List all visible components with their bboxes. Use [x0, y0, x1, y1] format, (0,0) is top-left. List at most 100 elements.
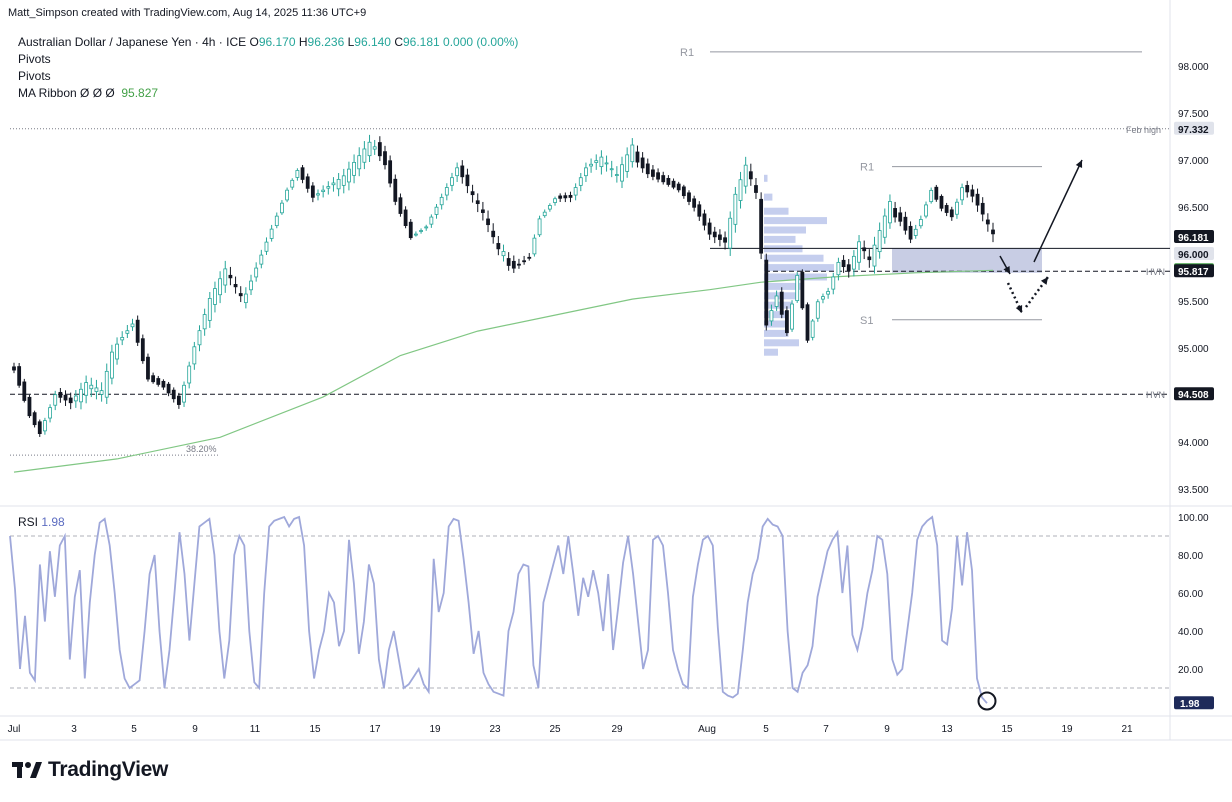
- candle-body: [697, 204, 702, 217]
- time-axis-label: 29: [611, 724, 623, 735]
- candle-body: [888, 201, 892, 224]
- price-axis-label: 96.500: [1178, 203, 1209, 214]
- rsi-legend[interactable]: RSI 1.98: [18, 515, 65, 529]
- candle-body: [707, 222, 712, 235]
- price-tag: [1174, 264, 1214, 278]
- candle-body: [408, 221, 413, 239]
- candle-body: [929, 189, 934, 203]
- candle-body: [826, 291, 831, 295]
- candle-body: [841, 259, 846, 268]
- time-axis-label: 9: [192, 724, 198, 735]
- candle-body: [882, 215, 887, 238]
- candle-body: [908, 225, 913, 240]
- candle-body: [733, 193, 738, 225]
- candle-body: [156, 378, 161, 385]
- candle-body: [17, 366, 22, 386]
- volume-profile-bar: [764, 264, 834, 272]
- ohlc-close: C96.181: [394, 35, 440, 49]
- candle-body: [821, 296, 825, 300]
- candle-body: [934, 186, 939, 200]
- candle-body: [795, 274, 800, 302]
- price-tag-label: 96.000: [1178, 250, 1209, 261]
- candle-body: [877, 230, 882, 253]
- candle-body: [27, 396, 32, 417]
- arrow-up-target: [1033, 159, 1083, 263]
- volume-profile-bar: [764, 235, 796, 243]
- candle-body: [547, 205, 552, 210]
- price-axis-label: 98.000: [1178, 62, 1209, 73]
- candle-body: [980, 202, 985, 215]
- symbol-legend[interactable]: Australian Dollar / Japanese Yen · 4h · …: [18, 35, 518, 49]
- candle-body: [439, 196, 444, 206]
- time-axis-label: 19: [429, 724, 441, 735]
- candle-body: [671, 180, 676, 188]
- candle-body: [383, 151, 387, 166]
- candle-body: [743, 164, 748, 187]
- candle-body: [68, 397, 73, 404]
- candle-body: [867, 256, 872, 261]
- candle-body: [609, 168, 614, 171]
- candle-body: [774, 295, 779, 307]
- candle-body: [151, 375, 156, 383]
- volume-profile-bar: [764, 254, 824, 262]
- volume-profile-bar: [764, 329, 789, 337]
- price-tag: [1174, 229, 1214, 243]
- candle-body: [393, 178, 398, 202]
- candle-body: [764, 259, 769, 326]
- ohlc-open: O96.170: [249, 35, 296, 49]
- time-axis-label: 19: [1061, 724, 1073, 735]
- rsi-legend-value: 1.98: [41, 515, 65, 529]
- candle-body: [424, 226, 429, 229]
- level-label: HVN: [1146, 267, 1165, 277]
- candle-body: [213, 288, 217, 305]
- candle-body: [465, 174, 470, 187]
- candle-body: [939, 195, 944, 209]
- candle-body: [269, 228, 274, 239]
- price-axis-label: 95.500: [1178, 297, 1209, 308]
- candle-body: [784, 310, 789, 334]
- candle-body: [594, 160, 599, 163]
- dotted-arrow-down: [1006, 282, 1024, 314]
- candle-body: [285, 189, 289, 201]
- candle-body: [171, 389, 176, 400]
- candle-body: [326, 186, 331, 189]
- ma-ribbon-line: [13, 269, 994, 473]
- candle-body: [48, 407, 52, 419]
- candle-body: [419, 230, 423, 232]
- candle-body: [58, 391, 63, 398]
- candle-body: [496, 243, 501, 250]
- candle-body: [975, 193, 980, 206]
- candle-body: [599, 156, 604, 168]
- rsi-label: RSI: [18, 515, 39, 529]
- candle-body: [604, 162, 609, 165]
- price-tag-label: 96.181: [1178, 233, 1209, 244]
- candle-body: [872, 244, 877, 267]
- candle-body: [568, 194, 573, 198]
- candle-body: [73, 395, 78, 402]
- volume-profile-bar: [764, 226, 806, 234]
- candle-body: [635, 151, 640, 163]
- price-axis-label: 94.000: [1178, 438, 1209, 449]
- candle-body: [645, 163, 650, 175]
- candle-body: [115, 343, 119, 360]
- candle-body: [522, 260, 527, 263]
- price-tag: [1174, 387, 1214, 401]
- indicator-pivots-2[interactable]: Pivots: [18, 69, 51, 83]
- price-axis-label: 93.500: [1178, 485, 1209, 496]
- candle-body: [692, 198, 697, 208]
- candle-body: [517, 263, 521, 266]
- indicator-ma-ribbon[interactable]: MA Ribbon Ø Ø Ø 95.827: [18, 86, 158, 100]
- volume-profile-bar: [764, 311, 785, 319]
- ohlc-high: H96.236: [298, 35, 345, 49]
- candle-body: [506, 258, 511, 266]
- candle-body: [176, 395, 181, 405]
- tradingview-wordmark: TradingView: [48, 758, 169, 781]
- candle-body: [79, 388, 83, 403]
- time-axis-label: Jul: [8, 724, 21, 735]
- candle-body: [470, 191, 475, 196]
- candle-body: [584, 167, 588, 177]
- indicator-pivots-1[interactable]: Pivots: [18, 52, 51, 66]
- candle-body: [702, 213, 707, 226]
- price-tag: [1174, 247, 1214, 260]
